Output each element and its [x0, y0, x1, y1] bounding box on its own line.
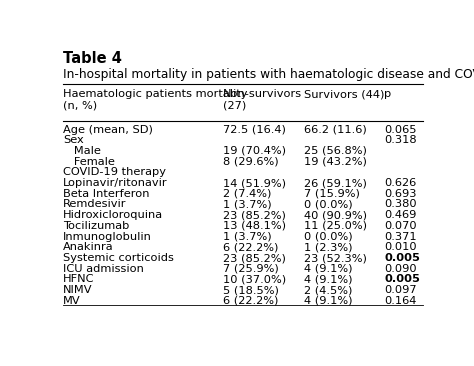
- Text: 0.469: 0.469: [384, 210, 417, 220]
- Text: 23 (85.2%): 23 (85.2%): [223, 253, 286, 263]
- Text: Beta Interferon: Beta Interferon: [63, 189, 149, 199]
- Text: 25 (56.8%): 25 (56.8%): [303, 146, 366, 156]
- Text: Tocilizumab: Tocilizumab: [63, 221, 129, 231]
- Text: 6 (22.2%): 6 (22.2%): [223, 296, 278, 306]
- Text: 0.097: 0.097: [384, 285, 417, 295]
- Text: 6 (22.2%): 6 (22.2%): [223, 242, 278, 252]
- Text: 0.318: 0.318: [384, 135, 417, 145]
- Text: Hidroxicloroquina: Hidroxicloroquina: [63, 210, 163, 220]
- Text: 0.693: 0.693: [384, 189, 417, 199]
- Text: COVID-19 therapy: COVID-19 therapy: [63, 167, 166, 178]
- Text: 8 (29.6%): 8 (29.6%): [223, 157, 278, 167]
- Text: Anakinra: Anakinra: [63, 242, 114, 252]
- Text: 0.164: 0.164: [384, 296, 417, 306]
- Text: MV: MV: [63, 296, 81, 306]
- Text: 11 (25.0%): 11 (25.0%): [303, 221, 366, 231]
- Text: 1 (3.7%): 1 (3.7%): [223, 199, 271, 209]
- Text: 1 (3.7%): 1 (3.7%): [223, 232, 271, 242]
- Text: Haematologic patients mortality
(n, %): Haematologic patients mortality (n, %): [63, 89, 247, 111]
- Text: p: p: [384, 89, 392, 99]
- Text: 0.005: 0.005: [384, 253, 420, 263]
- Text: NIMV: NIMV: [63, 285, 92, 295]
- Text: 10 (37.0%): 10 (37.0%): [223, 274, 286, 284]
- Text: Lopinavir/ritonavir: Lopinavir/ritonavir: [63, 178, 167, 188]
- Text: 7 (15.9%): 7 (15.9%): [303, 189, 359, 199]
- Text: 7 (25.9%): 7 (25.9%): [223, 264, 278, 274]
- Text: 13 (48.1%): 13 (48.1%): [223, 221, 286, 231]
- Text: 1 (2.3%): 1 (2.3%): [303, 242, 352, 252]
- Text: 4 (9.1%): 4 (9.1%): [303, 264, 352, 274]
- Text: 26 (59.1%): 26 (59.1%): [303, 178, 366, 188]
- Text: 0.065: 0.065: [384, 124, 417, 135]
- Text: 5 (18.5%): 5 (18.5%): [223, 285, 279, 295]
- Text: 0.371: 0.371: [384, 232, 417, 242]
- Text: Systemic corticoids: Systemic corticoids: [63, 253, 174, 263]
- Text: 0.380: 0.380: [384, 199, 417, 209]
- Text: Remdesivir: Remdesivir: [63, 199, 127, 209]
- Text: 4 (9.1%): 4 (9.1%): [303, 274, 352, 284]
- Text: Non-survivors
(27): Non-survivors (27): [223, 89, 302, 111]
- Text: 72.5 (16.4): 72.5 (16.4): [223, 124, 286, 135]
- Text: 0 (0.0%): 0 (0.0%): [303, 199, 352, 209]
- Text: 66.2 (11.6): 66.2 (11.6): [303, 124, 366, 135]
- Text: 19 (70.4%): 19 (70.4%): [223, 146, 286, 156]
- Text: 0.070: 0.070: [384, 221, 417, 231]
- Text: 0.090: 0.090: [384, 264, 417, 274]
- Text: 23 (85.2%): 23 (85.2%): [223, 210, 286, 220]
- Text: Female: Female: [63, 157, 115, 167]
- Text: 2 (7.4%): 2 (7.4%): [223, 189, 271, 199]
- Text: Table 4: Table 4: [63, 51, 122, 66]
- Text: 0 (0.0%): 0 (0.0%): [303, 232, 352, 242]
- Text: Male: Male: [63, 146, 101, 156]
- Text: 0.010: 0.010: [384, 242, 417, 252]
- Text: 40 (90.9%): 40 (90.9%): [303, 210, 366, 220]
- Text: 0.626: 0.626: [384, 178, 417, 188]
- Text: In-hospital mortality in patients with haematologic disease and COVID-19.: In-hospital mortality in patients with h…: [63, 68, 474, 81]
- Text: 14 (51.9%): 14 (51.9%): [223, 178, 286, 188]
- Text: Inmunoglobulin: Inmunoglobulin: [63, 232, 152, 242]
- Text: HFNC: HFNC: [63, 274, 94, 284]
- Text: 4 (9.1%): 4 (9.1%): [303, 296, 352, 306]
- Text: 23 (52.3%): 23 (52.3%): [303, 253, 366, 263]
- Text: 19 (43.2%): 19 (43.2%): [303, 157, 366, 167]
- Text: 0.005: 0.005: [384, 274, 420, 284]
- Text: ICU admission: ICU admission: [63, 264, 144, 274]
- Text: Sex: Sex: [63, 135, 84, 145]
- Text: 2 (4.5%): 2 (4.5%): [303, 285, 352, 295]
- Text: Age (mean, SD): Age (mean, SD): [63, 124, 153, 135]
- Text: Survivors (44): Survivors (44): [303, 89, 384, 99]
